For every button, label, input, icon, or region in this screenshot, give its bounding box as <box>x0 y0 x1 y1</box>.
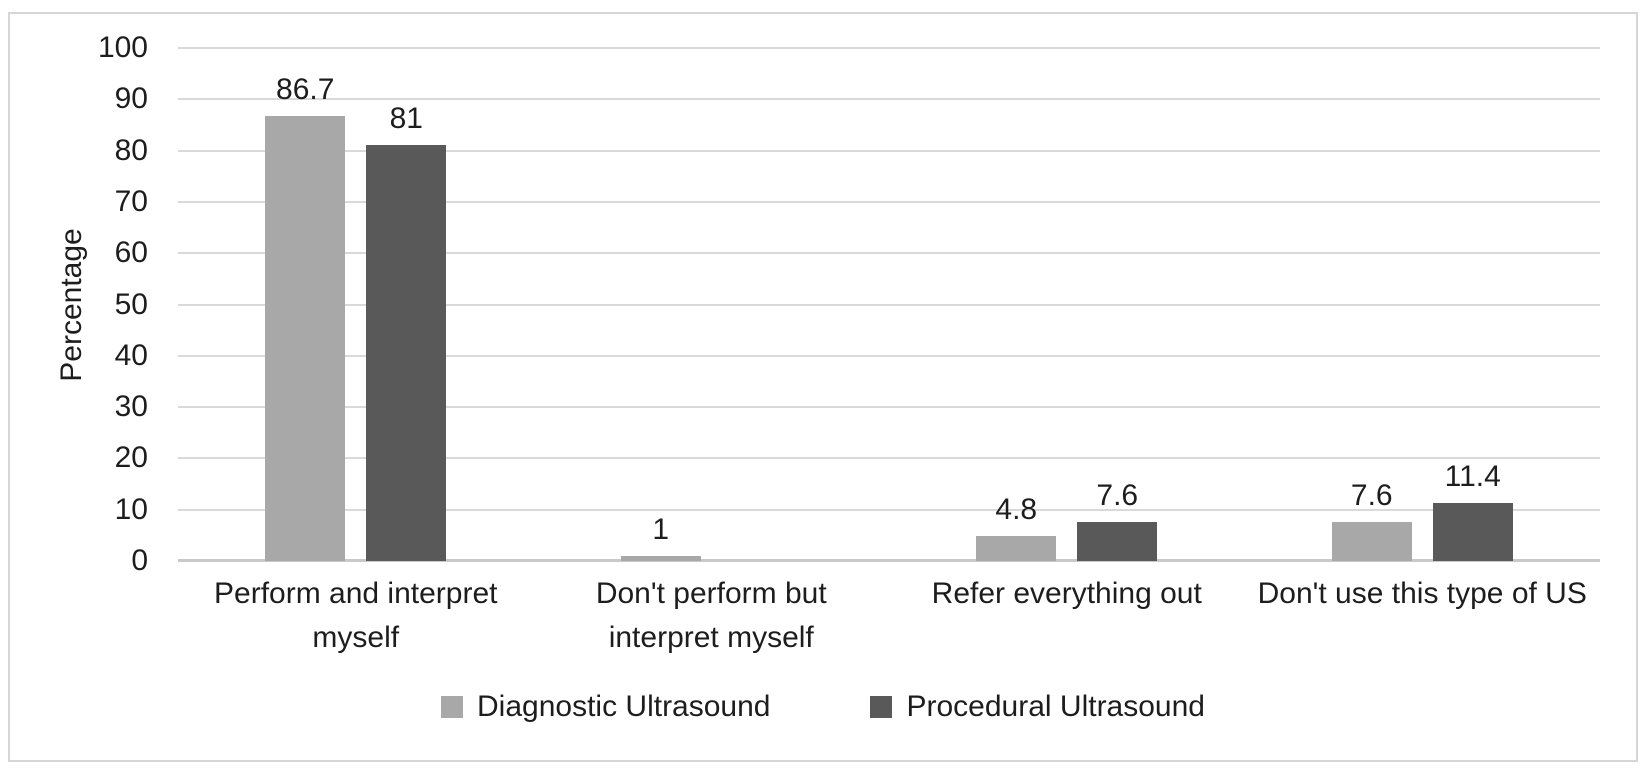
grid-line <box>178 200 1600 203</box>
y-tick-label: 30 <box>114 390 148 424</box>
grid-line <box>178 303 1600 306</box>
bar-value-label: 4.8 <box>995 493 1038 527</box>
grid-line <box>178 98 1600 101</box>
grid-line <box>178 252 1600 255</box>
y-tick-label: 0 <box>131 544 148 577</box>
x-category-label: Refer everything out <box>931 577 1202 610</box>
grid-line <box>178 457 1600 460</box>
bar-value-label: 7.6 <box>1350 479 1393 513</box>
grid-line <box>178 47 1600 49</box>
bar <box>1331 522 1412 561</box>
chart-frame: Percentage 0 10 20 30 40 50 60 70 80 90 100 86.7 81… <box>8 12 1638 762</box>
y-tick-label: 50 <box>114 287 148 321</box>
bar <box>620 555 701 561</box>
bar <box>1077 522 1158 561</box>
y-tick-label: 10 <box>114 492 148 526</box>
grid-line <box>178 149 1600 152</box>
bar <box>976 536 1057 561</box>
legend-item: Diagnostic Ultrasound <box>441 690 770 724</box>
legend-item: Procedural Ultrasound <box>870 690 1205 724</box>
x-axis-line <box>178 559 1600 562</box>
legend-label: Diagnostic Ultrasound <box>477 690 771 723</box>
bar <box>265 116 346 561</box>
y-tick-label: 90 <box>114 82 148 116</box>
y-tick-label: 80 <box>114 133 148 167</box>
bar-value-label: 7.6 <box>1096 479 1139 513</box>
bar <box>1432 502 1513 561</box>
legend-swatch-icon <box>870 696 893 718</box>
y-tick-label: 100 <box>97 31 148 64</box>
legend: Diagnostic Ultrasound Procedural Ultrasou… <box>10 690 1636 724</box>
grid-line <box>178 508 1600 511</box>
y-tick-label: 60 <box>114 236 148 270</box>
legend-label: Procedural Ultrasound <box>906 690 1205 723</box>
bar-value-label: 86.7 <box>276 73 335 107</box>
plot-area: 86.7 81 1 4.8 7.6 7.6 11.4 <box>178 47 1600 562</box>
bar <box>366 145 447 561</box>
bar-value-label: 1 <box>652 512 670 546</box>
grid-line <box>178 354 1600 357</box>
bar-value-label: 11.4 <box>1444 459 1501 493</box>
bar-value-label: 81 <box>389 102 423 136</box>
x-category-label: Don't use this type of US <box>1257 577 1587 610</box>
x-category-label: Perform and interpret myself <box>214 577 498 654</box>
legend-swatch-icon <box>441 696 463 718</box>
grid-line <box>178 406 1600 409</box>
x-category-label: Don't perform but interpret myself <box>595 577 827 654</box>
y-tick-label: 70 <box>114 184 148 218</box>
y-tick-label: 20 <box>114 441 148 475</box>
y-tick-label: 40 <box>114 338 148 372</box>
